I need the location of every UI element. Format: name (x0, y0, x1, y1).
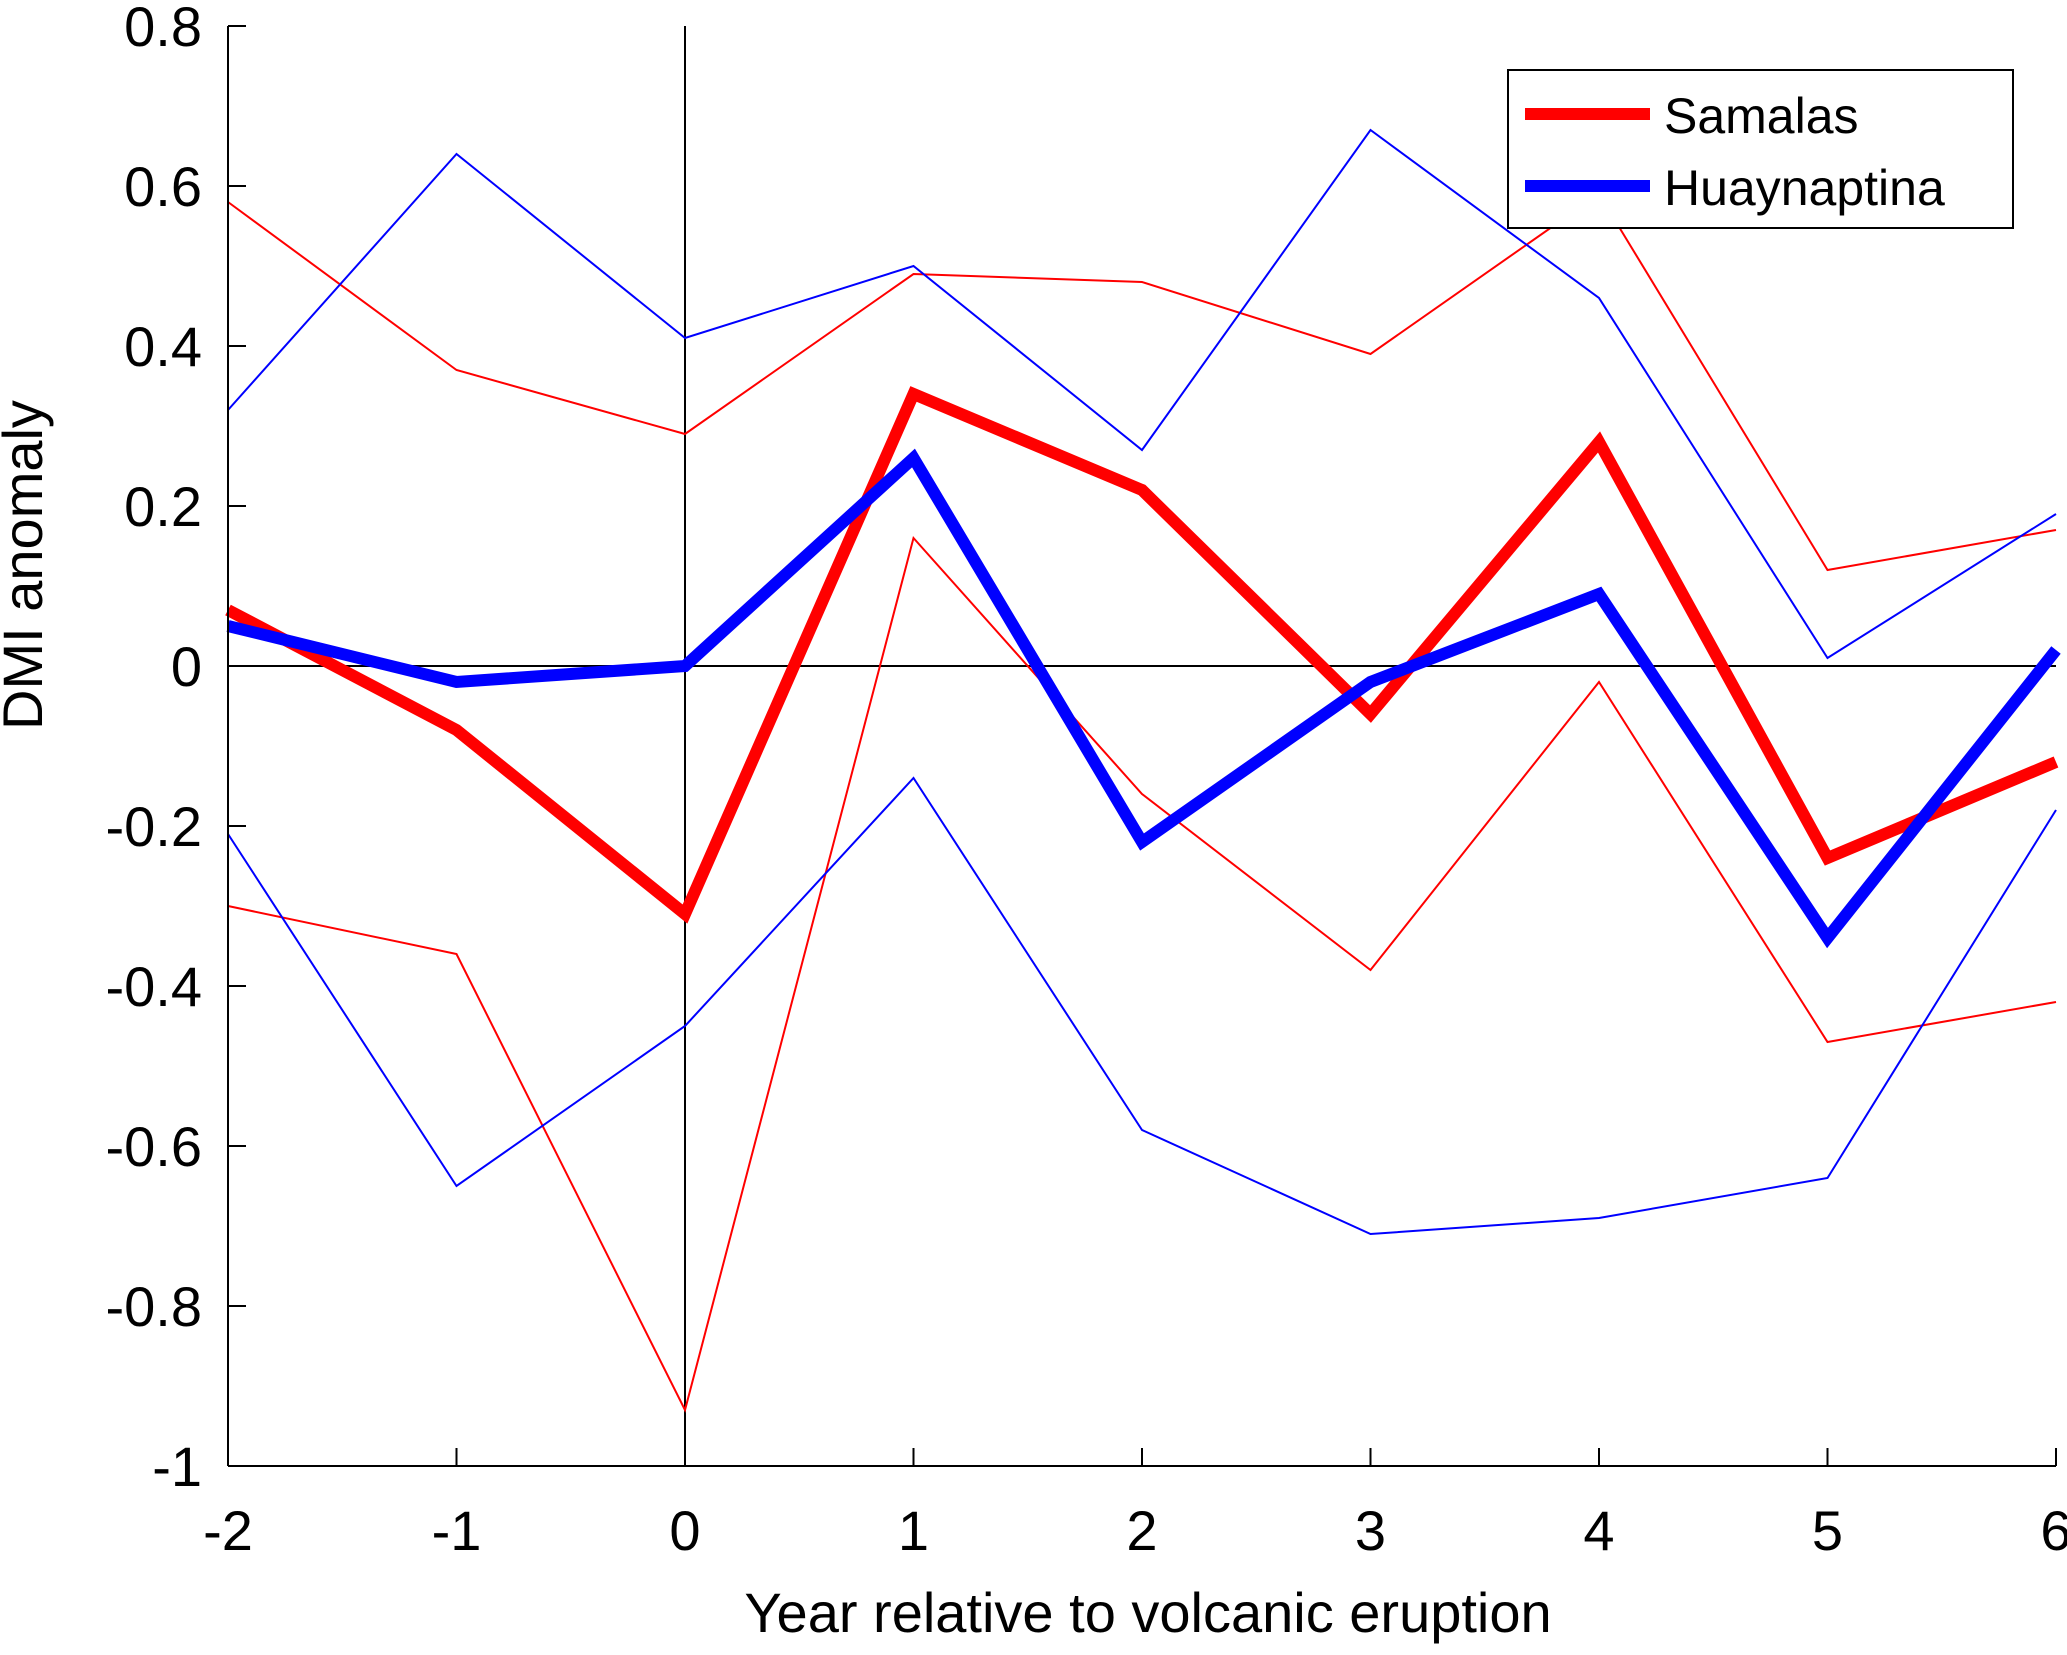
legend-label-samalas: Samalas (1664, 88, 1859, 144)
x-axis-label: Year relative to volcanic eruption (744, 1581, 1551, 1644)
mean-lines (225, 386, 2061, 949)
x-tick-label: 6 (2040, 1499, 2067, 1562)
series-line-samalas (225, 386, 2059, 924)
y-tick-label: -1 (152, 1435, 202, 1498)
y-tick-label: -0.8 (106, 1275, 203, 1338)
reference-lines (228, 26, 2056, 1466)
series-line-huaynaptina (226, 448, 2061, 949)
ticks: -2 -1 0 1 2 3 4 5 6-1-0.8-0.6-0.4-0.200.20.40.60… (106, 0, 2067, 1562)
y-axis-label: DMI anomaly (0, 400, 54, 730)
series-line-huaynaptina-upper-bound (227, 128, 2057, 660)
series-line-samalas-upper-bound (227, 192, 2057, 572)
x-tick-label: 4 (1583, 1499, 1614, 1562)
y-tick-label: -0.4 (106, 955, 203, 1018)
series-line-samalas-lower-bound (227, 535, 2057, 1413)
legend-box (1507, 69, 2014, 229)
plot-area (228, 26, 2056, 1466)
plot-background (228, 26, 2056, 1466)
legend-label-huaynaptina: Huaynaptina (1664, 160, 1945, 216)
y-tick-label: -0.2 (106, 795, 203, 858)
y-tick-label: -0.6 (106, 1115, 203, 1178)
legend: Samalas Huaynaptina (1507, 69, 2014, 229)
y-tick-label: 0.2 (124, 475, 202, 538)
y-tick-label: 0.6 (124, 155, 202, 218)
x-tick-label: -2 (203, 1499, 253, 1562)
x-tick-label: 2 (1126, 1499, 1157, 1562)
y-tick-label: 0 (171, 635, 202, 698)
x-tick-label: 3 (1355, 1499, 1386, 1562)
bound-lines (227, 128, 2057, 1413)
x-tick-label: -1 (432, 1499, 482, 1562)
x-tick-label: 5 (1812, 1499, 1843, 1562)
x-tick-label: 0 (669, 1499, 700, 1562)
x-tick-label: 1 (898, 1499, 929, 1562)
y-tick-label: 0.4 (124, 315, 202, 378)
series-line-huaynaptina-lower-bound (227, 776, 2057, 1236)
y-tick-label: 0.8 (124, 0, 202, 58)
